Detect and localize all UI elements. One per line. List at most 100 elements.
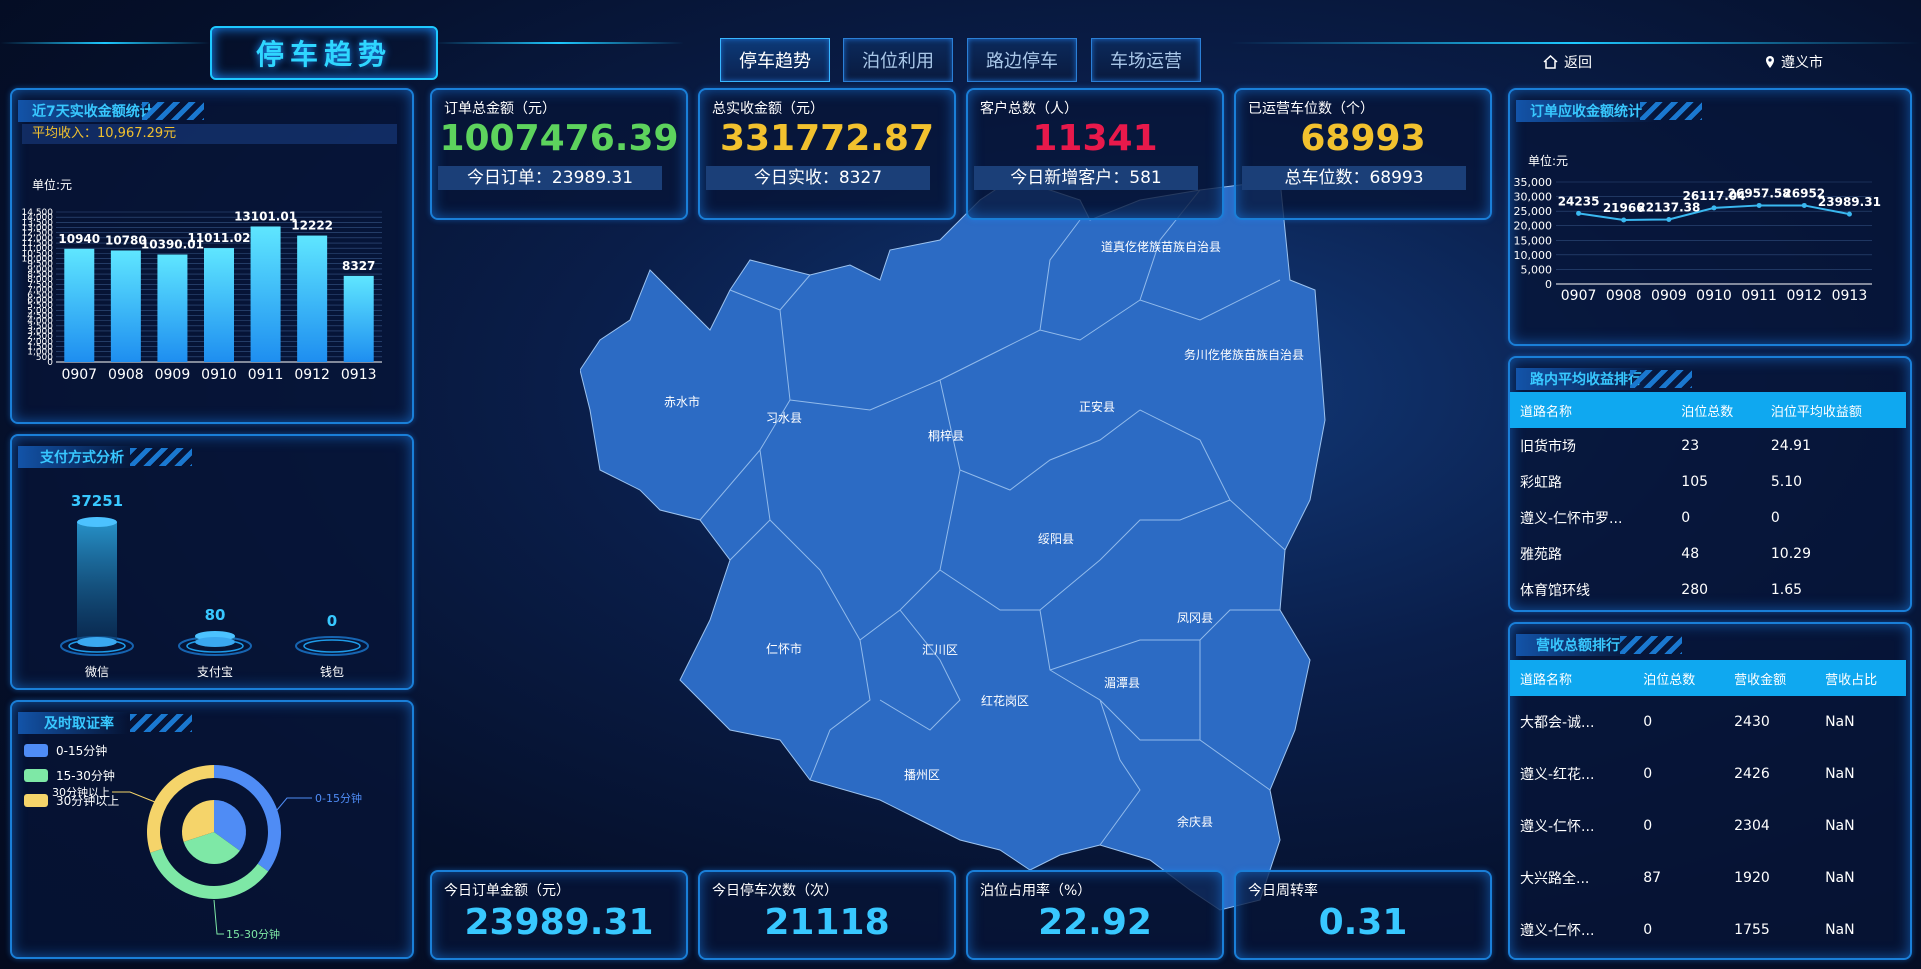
x-tick-label: 0913: [341, 367, 377, 383]
panel-title: 营收总额排行: [1516, 634, 1634, 656]
road-average-table: 道路名称 泊位总数 泊位平均收益额 旧货市场 23 24.91 彩虹路 105 5.10 遵…: [1510, 392, 1906, 608]
city-selector[interactable]: 遵义市: [1765, 52, 1823, 72]
data-label: 26952: [1783, 186, 1825, 200]
header-deco-line-right: [1230, 42, 1920, 44]
y-tick-label: 14,000: [22, 213, 54, 223]
map-label-wuchuan: 务川仡佬族苗族自治县: [1184, 348, 1305, 362]
table-row[interactable]: 雅苑路 48 10.29: [1510, 536, 1906, 572]
x-tick-label: 0911: [248, 367, 284, 383]
map-label-yuqing: 余庆县: [1177, 815, 1214, 829]
map-label-suiyang: 绥阳县: [1038, 532, 1075, 546]
stat-card-operating-spaces: 已运营车位数（个） 68993 总车位数：68993: [1234, 88, 1492, 220]
map-label-tongzi: 桐梓县: [928, 429, 965, 443]
y-tick-label: 500: [36, 353, 53, 363]
y-tick-label: 9,500: [27, 260, 53, 270]
tab-parking-trend[interactable]: 停车趋势: [720, 38, 830, 82]
stat-value: 331772.87: [719, 118, 935, 159]
bar: [297, 235, 328, 362]
stat-value: 23989.31: [464, 902, 654, 943]
y-tick-label: 12,000: [22, 234, 54, 244]
x-tick-label: 0907: [61, 367, 97, 383]
table-row[interactable]: 大兴路全... 87 1920 NaN: [1510, 852, 1906, 904]
table-cell: 24.91: [1770, 438, 1811, 454]
table-cell: 0: [1643, 922, 1653, 938]
table-cell: 87: [1643, 870, 1662, 886]
y-tick-label: 25,000: [1514, 205, 1553, 218]
y-tick-label: 9,000: [27, 265, 53, 275]
panel-title: 订单应收金额统计: [1516, 100, 1656, 122]
legend-item[interactable]: 15-30分钟: [24, 767, 115, 784]
stat-card-customer-total: 客户总数（人） 11341 今日新增客户：581: [966, 88, 1224, 220]
tab-berth-usage[interactable]: 泊位利用: [843, 38, 953, 82]
x-tick-label: 微信: [85, 665, 109, 679]
data-label: 26117.04: [1682, 189, 1745, 203]
legend-item[interactable]: 0-15分钟: [24, 742, 107, 759]
data-label: 8327: [342, 259, 375, 273]
column-header: 道路名称: [1510, 392, 1672, 428]
y-tick-label: 20,000: [1514, 220, 1553, 233]
data-label: 22137.38: [1637, 200, 1700, 214]
stat-value: 68993: [1300, 118, 1426, 159]
tab-lot-operation[interactable]: 车场运营: [1091, 38, 1201, 82]
title-stripes-deco: [130, 714, 192, 732]
table-row[interactable]: 体育馆环线 280 1.65: [1510, 572, 1906, 608]
stat-value: 22.92: [1038, 902, 1152, 943]
title-stripes-deco: [130, 448, 192, 466]
y-tick-label: 2,000: [27, 337, 53, 347]
inner-pie-slice: [214, 800, 246, 851]
legend-swatch: [24, 769, 48, 782]
table-cell: 1920: [1734, 870, 1770, 886]
table-row[interactable]: 遵义-仁怀... 0 1755 NaN: [1510, 904, 1906, 956]
back-button[interactable]: 返回: [1543, 52, 1592, 72]
map-label-renhuai: 仁怀市: [766, 642, 803, 656]
title-stripes-deco: [1620, 636, 1682, 654]
data-label: 80: [205, 606, 226, 624]
x-tick-label: 0913: [1832, 288, 1868, 304]
table-row[interactable]: 彩虹路 105 5.10: [1510, 464, 1906, 500]
map-label-zhengan: 正安县: [1079, 400, 1116, 414]
timely-rate-donut-chart: 0-15分钟 15-30分钟 30分钟以上: [52, 765, 362, 941]
y-tick-label: 10,500: [22, 249, 54, 259]
table-row[interactable]: 旧货市场 23 24.91: [1510, 428, 1906, 464]
y-tick-label: 4,000: [27, 317, 53, 327]
y-tick-label: 35,000: [1514, 176, 1553, 189]
y-tick-label: 8,500: [27, 270, 53, 280]
bar: [110, 250, 141, 362]
unit-label: 单位:元: [32, 178, 73, 192]
x-tick-label: 0907: [1561, 288, 1597, 304]
stat-card-berth-occupancy: 泊位占用率（%） 22.92: [966, 870, 1224, 960]
table-row[interactable]: 遵义-仁怀市罗... 0 0: [1510, 500, 1906, 536]
table-cell: 105: [1681, 474, 1709, 490]
data-point: [1666, 216, 1672, 222]
unit-label: 单位:元: [1528, 154, 1569, 168]
table-row[interactable]: 遵义-红花... 0 2426 NaN: [1510, 748, 1906, 800]
bar: [157, 254, 188, 362]
stat-sub-value: 今日新增客户：581: [974, 166, 1198, 190]
legend-swatch: [24, 794, 48, 807]
table-cell: 0: [1643, 714, 1653, 730]
stat-sub-value: 今日实收：8327: [706, 166, 930, 190]
table-row[interactable]: 大都会-诚... 0 2430 NaN: [1510, 696, 1906, 748]
y-tick-label: 5,000: [27, 306, 53, 316]
table-row[interactable]: 遵义-仁怀... 0 2304 NaN: [1510, 800, 1906, 852]
timely-rate-panel: 及时取证率 0-15分钟 15-30分钟 30分钟以上 0-15分钟 15-30分…: [10, 700, 414, 959]
average-income-label: 平均收入：10,967.29元: [22, 124, 397, 144]
cylinder-base-ring: [295, 636, 369, 656]
data-label: 12222: [291, 219, 333, 233]
data-label: 13101.01: [234, 209, 297, 223]
map-region-shape[interactable]: [580, 179, 1326, 911]
table-cell: 0: [1770, 510, 1780, 526]
tab-roadside-parking[interactable]: 路边停车: [967, 38, 1077, 82]
stat-card-today-order-amount: 今日订单金额（元） 23989.31: [430, 870, 688, 960]
map-label-daozhen: 道真仡佬族苗族自治县: [1101, 240, 1222, 254]
weekly-income-panel: 近7天实收金额统计 平均收入：10,967.29元 单位:元 14,500 14,…: [10, 88, 414, 424]
y-tick-label: 14,500: [22, 208, 54, 218]
y-tick-label: 1,500: [27, 342, 53, 352]
road-average-panel: 路内平均收益排行 道路名称 泊位总数 泊位平均收益额 旧货市场 23 24.91 彩虹…: [1508, 356, 1912, 612]
legend-item[interactable]: 30分钟以上: [24, 792, 119, 809]
page-title-box: 停车趋势: [210, 26, 438, 80]
table-cell: NaN: [1825, 870, 1855, 886]
data-point: [1846, 211, 1852, 217]
home-icon: [1543, 55, 1558, 69]
